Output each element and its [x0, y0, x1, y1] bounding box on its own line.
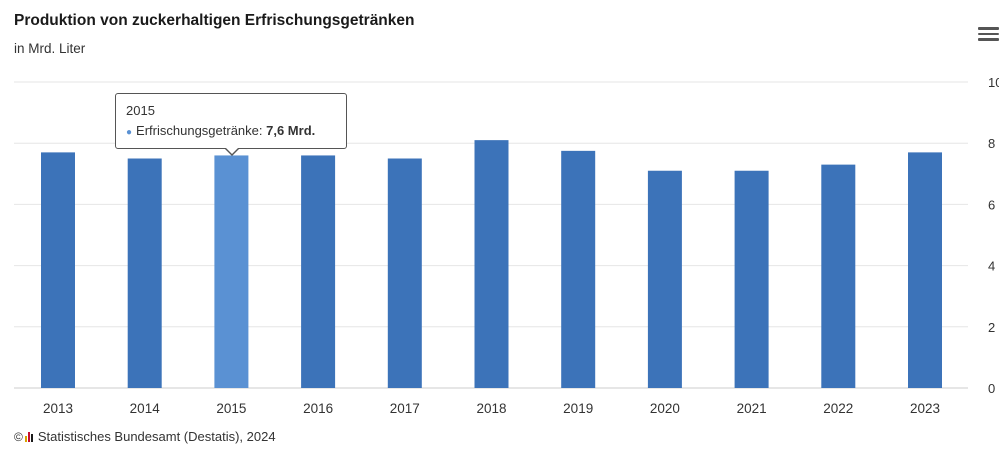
bar-2017[interactable]: [387, 158, 422, 389]
bar-2014[interactable]: [127, 158, 162, 389]
tooltip-year: 2015: [126, 103, 155, 118]
bars: [41, 140, 942, 388]
x-tick-label: 2013: [43, 401, 73, 416]
bar-chart: 2013 2014 2015 2016 2017 2018 2019 2020 2021 2022…: [14, 75, 999, 416]
bar-2023[interactable]: [908, 152, 942, 388]
tooltip-value: 7,6 Mrd.: [266, 123, 316, 138]
chart-title: Produktion von zuckerhaltigen Erfrischun…: [14, 12, 415, 29]
tooltip-series-label: Erfrischungsgetränke:: [136, 123, 263, 138]
bar-2020[interactable]: [647, 170, 682, 388]
y-axis-labels: 0 2 4 6 8 10: [988, 75, 999, 396]
y-tick-label: 2: [988, 320, 995, 335]
x-tick-label: 2022: [823, 401, 853, 416]
x-tick-label: 2021: [737, 401, 767, 416]
x-tick-label: 2014: [130, 401, 161, 416]
y-tick-label: 6: [988, 197, 995, 212]
hamburger-menu-icon[interactable]: [978, 27, 999, 41]
source-credit: © Statistisches Bundesamt (Destatis), 20…: [14, 429, 276, 444]
x-tick-label: 2015: [216, 401, 246, 416]
x-axis-labels: 2013 2014 2015 2016 2017 2018 2019 2020 2021 2022…: [43, 401, 940, 416]
destatis-logo-icon: [24, 431, 33, 442]
x-tick-label: 2019: [563, 401, 593, 416]
source-text[interactable]: Statistisches Bundesamt (Destatis), 2024: [37, 429, 276, 444]
bar-2022[interactable]: [821, 164, 856, 388]
bar-2013[interactable]: [41, 152, 75, 388]
chart-subtitle: in Mrd. Liter: [14, 41, 86, 56]
bar-2018[interactable]: [474, 140, 509, 388]
tooltip-arrow-fill: [225, 147, 239, 154]
x-tick-label: 2020: [650, 401, 680, 416]
copyright-symbol: ©: [14, 429, 23, 444]
series-dot-icon: ●: [126, 127, 133, 138]
y-tick-label: 8: [988, 136, 995, 151]
x-tick-label: 2016: [303, 401, 333, 416]
y-tick-label: 4: [988, 259, 995, 274]
bar-2021[interactable]: [734, 170, 769, 388]
x-tick-label: 2017: [390, 401, 420, 416]
bar-2016[interactable]: [301, 155, 336, 388]
y-tick-label: 10: [988, 75, 999, 90]
x-tick-label: 2018: [476, 401, 506, 416]
bar-2019[interactable]: [561, 150, 596, 388]
x-tick-label: 2023: [910, 401, 940, 416]
bar-2015[interactable]: [214, 155, 249, 388]
bar-tooltip: 2015 ● Erfrischungsgetränke: 7,6 Mrd.: [115, 93, 347, 149]
y-tick-label: 0: [988, 381, 995, 396]
